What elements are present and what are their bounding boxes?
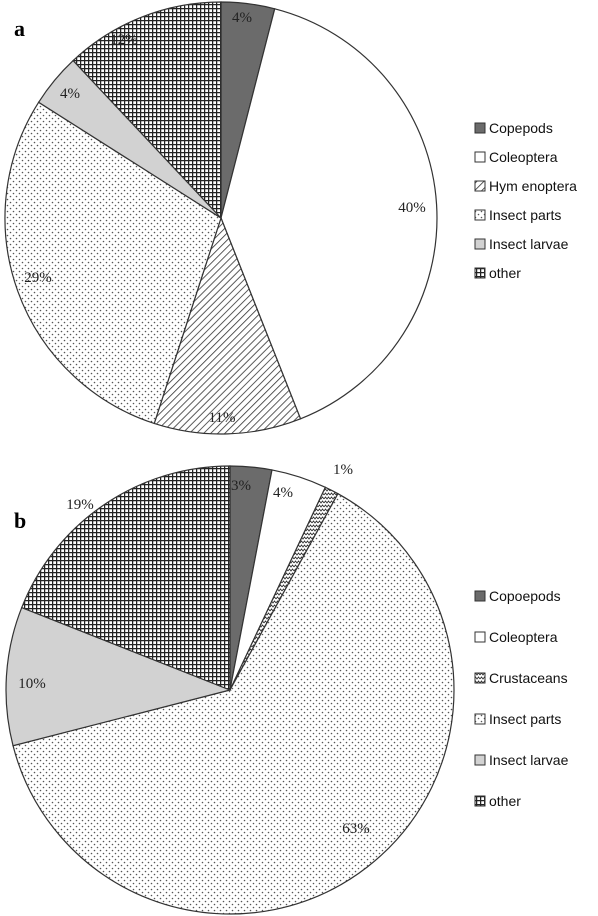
slice-a-insect-parts <box>4 101 222 425</box>
legend-swatch-b-copoepods <box>474 590 486 602</box>
legend-label-b-coleoptera: Coleoptera <box>489 629 558 645</box>
slice-label-a-insect-larvae: 4% <box>60 86 80 102</box>
legend-swatch-a-other <box>474 267 486 279</box>
slice-label-b-insect-parts: 63% <box>342 821 370 837</box>
legend-label-a-insect-parts: Insect parts <box>489 207 561 223</box>
slice-a-other <box>72 1 222 220</box>
legend-b: Copoepods Coleoptera Crustaceans Insect par… <box>474 588 569 809</box>
legend-label-b-crustaceans: Crustaceans <box>489 670 568 686</box>
legend-label-a-other: other <box>489 265 521 281</box>
legend-swatch-a-hym-enoptera <box>474 180 486 192</box>
pie-chart-a: 4% 40% 11% 29% 4% 12% <box>4 1 438 435</box>
slice-label-a-hym-enoptera: 11% <box>209 410 236 426</box>
slice-label-a-other: 12% <box>110 32 138 48</box>
legend-swatch-a-insect-parts <box>474 209 486 221</box>
legend-a: Copepods Coleoptera Hym enoptera Insect par… <box>474 120 577 281</box>
legend-label-b-insect-larvae: Insect larvae <box>489 752 569 768</box>
pie-chart-b: 3% 4% 1% 63% 10% 19% <box>5 462 455 915</box>
panel-letter-a: a <box>14 16 25 41</box>
legend-label-b-insect-parts: Insect parts <box>489 711 561 727</box>
legend-swatch-a-insect-larvae <box>474 238 486 250</box>
legend-label-b-copoepods: Copoepods <box>489 588 561 604</box>
legend-swatch-b-insect-parts <box>474 713 486 725</box>
slice-a-coleoptera <box>220 8 438 420</box>
legend-swatch-a-copepods <box>474 122 486 134</box>
legend-label-a-coleoptera: Coleoptera <box>489 149 558 165</box>
legend-label-a-hym-enoptera: Hym enoptera <box>489 178 577 194</box>
slice-label-b-insect-larvae: 10% <box>18 676 46 692</box>
slice-label-b-coleoptera: 4% <box>273 485 293 501</box>
slice-label-a-copepods: 4% <box>232 10 252 26</box>
slice-label-b-copoepods: 3% <box>231 478 251 494</box>
slice-label-a-coleoptera: 40% <box>398 200 426 216</box>
legend-swatch-b-crustaceans <box>474 672 486 684</box>
slice-label-a-insect-parts: 29% <box>24 270 52 286</box>
panel-letter-b: b <box>14 508 26 533</box>
slice-label-b-other: 19% <box>66 497 94 513</box>
legend-swatch-a-coleoptera <box>474 151 486 163</box>
slice-label-b-crustaceans: 1% <box>333 462 353 478</box>
legend-label-b-other: other <box>489 793 521 809</box>
slice-a-hym-enoptera <box>153 216 302 435</box>
slice-b-insect-parts <box>12 492 455 915</box>
legend-label-a-copepods: Copepods <box>489 120 553 136</box>
legend-label-a-insect-larvae: Insect larvae <box>489 236 569 252</box>
slice-b-insect-larvae <box>5 606 232 747</box>
legend-swatch-b-other <box>474 795 486 807</box>
slice-b-other <box>20 465 231 691</box>
legend-swatch-b-coleoptera <box>474 631 486 643</box>
legend-swatch-b-insect-larvae <box>474 754 486 766</box>
